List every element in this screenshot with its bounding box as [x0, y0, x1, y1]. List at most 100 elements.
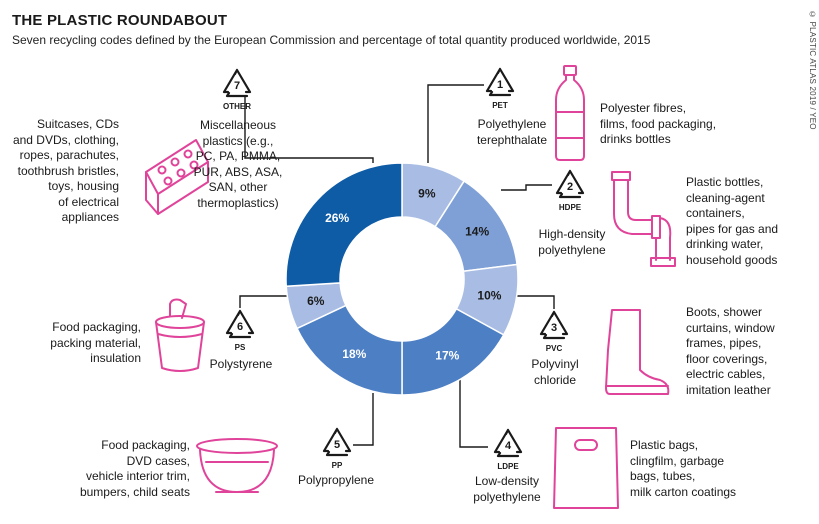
- recycle-triangle-icon: [493, 428, 523, 458]
- chart-subtitle: Seven recycling codes defined by the Eur…: [12, 33, 651, 47]
- uses-line: insulation: [90, 351, 141, 365]
- bottle-icon-part: [563, 65, 577, 76]
- uses-line: Boots, shower: [686, 305, 763, 319]
- uses-line: films, food packaging,: [600, 116, 717, 131]
- code-abbreviation: PS: [235, 343, 246, 352]
- name-pet: Polyethylene terephthalate: [452, 117, 572, 148]
- code-abbreviation: PP: [332, 461, 343, 470]
- pipe-icon-part: [655, 237, 671, 261]
- uses-line: drinking water,: [686, 237, 764, 251]
- name-line: plastics (e.g.,: [202, 133, 274, 148]
- pipe-icon-part: [659, 217, 672, 239]
- uses-line: pipes for gas and: [686, 221, 779, 236]
- code-number: 7: [234, 80, 240, 92]
- yogurt-cup-icon-part: [169, 298, 187, 319]
- code-number: 5: [334, 439, 340, 451]
- toy-brick-icon-part: [183, 149, 193, 159]
- code-number: 1: [497, 79, 503, 91]
- name-line: High-density: [538, 227, 606, 241]
- toy-brick-icon-part: [157, 165, 167, 175]
- toy-brick-icon-part: [157, 161, 209, 215]
- uses-line: frames, pipes,: [686, 336, 762, 350]
- connector-lines: [239, 84, 555, 448]
- pipe-icon-part: [613, 179, 653, 235]
- name-other: Miscellaneous plastics (e.g., PC, PA, PM…: [178, 118, 298, 211]
- uses-line: toys, housing: [48, 179, 119, 193]
- uses-line: imitation leather: [686, 382, 771, 397]
- uses-line: Food packaging,: [101, 438, 190, 452]
- recycling-code-pvc: 3 PVC: [538, 309, 570, 353]
- name-line: thermoplastics): [197, 195, 279, 210]
- uses-line: Polyester fibres,: [600, 101, 687, 115]
- percent-labels: 9% 14% 10% 17% 18% 6% 26%: [307, 187, 502, 363]
- uses-line: containers,: [686, 206, 745, 220]
- toy-brick-icon: [145, 139, 209, 215]
- connector-pp: [345, 393, 374, 446]
- boot-icon-part: [605, 309, 670, 395]
- recycle-triangle-icon: [225, 309, 255, 339]
- name-line: Polyethylene: [477, 117, 547, 131]
- name-pvc: Polyvinyl chloride: [495, 357, 615, 388]
- uses-line: household goods: [686, 252, 778, 267]
- code-number: 4: [505, 440, 512, 452]
- uses-line: of electrical: [58, 194, 119, 209]
- name-line: terephthalate: [476, 132, 548, 147]
- recycling-code-ldpe: 4 LDPE: [492, 427, 524, 471]
- percent-label-ldpe: 17%: [435, 349, 459, 363]
- connector-other: [244, 96, 374, 163]
- pipe-icon-part: [650, 257, 676, 267]
- code-abbreviation: PVC: [546, 344, 563, 353]
- bottle-icon: [555, 65, 585, 161]
- code-number: 3: [551, 322, 557, 334]
- name-hdpe: High-density polyethylene: [512, 227, 632, 258]
- code-abbreviation: LDPE: [497, 462, 519, 471]
- uses-line: DVD cases,: [126, 453, 190, 468]
- pipe-icon-part: [627, 179, 653, 221]
- code-abbreviation: PET: [492, 101, 508, 110]
- slice-other: [285, 162, 403, 288]
- recycle-triangle-icon: [485, 67, 515, 97]
- recycling-code-hdpe: 2 HDPE: [554, 168, 586, 212]
- toy-brick-icon-part: [163, 176, 173, 186]
- uses-pet: Polyester fibres, films, food packaging,…: [600, 101, 716, 148]
- name-line: PUR, ABS, ASA,: [193, 164, 283, 179]
- percent-label-other: 26%: [325, 211, 349, 225]
- recycling-code-pet: 1 PET: [484, 66, 516, 110]
- credit-line: © PLASTIC ATLAS 2019 / YEO: [808, 10, 817, 130]
- name-line: chloride: [533, 372, 577, 387]
- yogurt-cup-icon: [155, 298, 205, 372]
- bag-icon: [553, 427, 619, 509]
- connector-pet: [427, 84, 487, 163]
- uses-line: curtains, window: [686, 320, 775, 335]
- percent-label-ps: 6%: [307, 294, 325, 308]
- name-line: polyethylene: [538, 242, 606, 257]
- donut-chart: [285, 162, 519, 396]
- name-line: PC, PA, PMMA,: [195, 149, 281, 163]
- yogurt-cup-icon-part: [155, 321, 205, 372]
- uses-line: Plastic bags,: [630, 438, 699, 452]
- pipe-icon-part: [611, 171, 631, 181]
- uses-line: packing material,: [50, 335, 141, 350]
- uses-line: floor coverings,: [686, 351, 768, 366]
- code-abbreviation: OTHER: [223, 102, 251, 111]
- name-line: Polypropylene: [297, 473, 375, 487]
- uses-line: Suitcases, CDs: [36, 117, 119, 131]
- uses-hdpe: Plastic bottles, cleaning-agent containe…: [686, 175, 778, 268]
- name-line: Miscellaneous: [199, 118, 277, 132]
- uses-line: milk carton coatings: [630, 484, 737, 499]
- connector-ldpe: [459, 372, 488, 448]
- pipe-icon: [611, 171, 676, 267]
- percent-label-pp: 18%: [342, 347, 366, 361]
- bag-icon-part: [553, 427, 619, 509]
- uses-line: cleaning-agent: [686, 190, 765, 205]
- recycle-triangle-icon: [539, 310, 569, 340]
- bowl-icon: [196, 438, 278, 493]
- recycling-code-other: 7 OTHER: [221, 67, 253, 111]
- pipe-icon-part: [651, 215, 661, 239]
- recycling-code-ps: 6 PS: [224, 308, 256, 352]
- uses-other: Suitcases, CDs and DVDs, clothing, ropes…: [13, 117, 119, 226]
- uses-line: and DVDs, clothing,: [12, 132, 119, 147]
- code-number: 2: [567, 181, 573, 193]
- name-ps: Polystyrene: [181, 357, 301, 373]
